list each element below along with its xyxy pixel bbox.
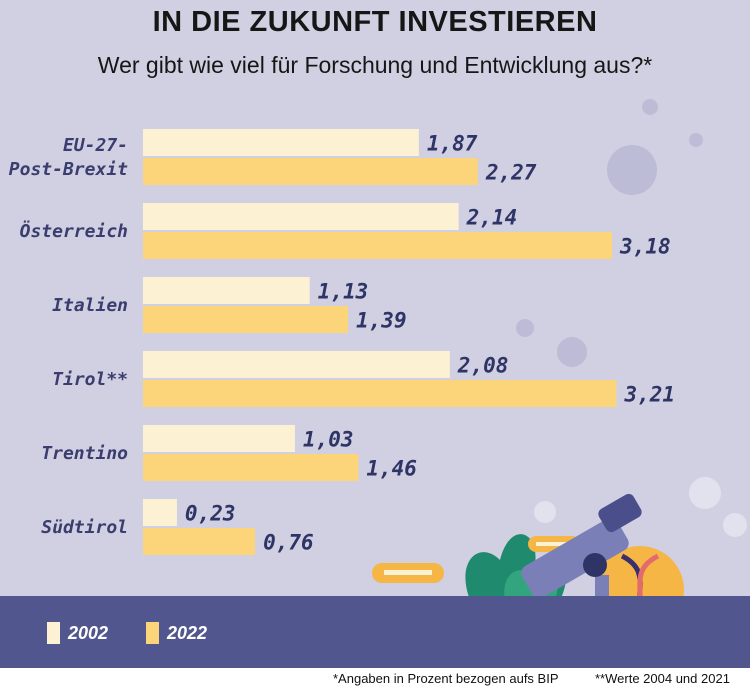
footnote-left: *Angaben in Prozent bezogen aufs BIP [333, 671, 559, 686]
value-label: 0,76 [263, 531, 314, 555]
bubble-decoration [689, 133, 703, 147]
page-title: IN DIE ZUKUNFT INVESTIEREN [152, 6, 598, 38]
bar-2002 [143, 129, 419, 156]
bar-chart: EU-27-Post-Brexit 1,87 2,27 Österreich 2,14 3… [9, 129, 675, 555]
microscope-icon [521, 517, 629, 599]
bar-2022 [143, 232, 613, 259]
bubble-decoration [557, 337, 587, 367]
value-label: 2,27 [485, 161, 537, 185]
microscope-icon [598, 493, 642, 533]
category-label: Südtirol [41, 517, 128, 538]
value-label: 1,13 [318, 280, 369, 304]
legend-item-2002: 2002 [47, 622, 108, 644]
bar-2002 [143, 425, 295, 452]
value-label: 1,46 [366, 457, 417, 481]
bar-2022 [143, 306, 349, 333]
value-label: 2,08 [457, 354, 509, 378]
bar-2022 [143, 158, 478, 185]
bubble-decoration [607, 145, 657, 195]
category-label: Tirol** [52, 369, 128, 390]
value-label: 1,03 [303, 428, 354, 452]
legend-label: 2022 [167, 622, 208, 643]
value-label: 3,18 [619, 235, 671, 259]
legend-swatch-2002 [47, 622, 60, 644]
infographic-panel: IN DIE ZUKUNFT INVESTIEREN Wer gibt wie … [0, 0, 750, 668]
bubble-decoration [534, 501, 556, 523]
bubble-decoration [516, 319, 534, 337]
bar-2002 [143, 351, 450, 378]
bar-2022 [143, 454, 359, 481]
bar-2002 [143, 203, 459, 230]
category-label: Italien [52, 295, 128, 316]
legend-label: 2002 [68, 622, 109, 643]
legend-item-2022: 2022 [146, 622, 207, 644]
value-label: 1,39 [356, 309, 407, 333]
bubble-decoration [642, 99, 658, 115]
category-label: Österreich [20, 220, 128, 242]
bubble-decoration [723, 513, 747, 537]
value-label: 2,14 [466, 206, 518, 230]
page-subtitle: Wer gibt wie viel für Forschung und Entw… [97, 52, 653, 78]
label-chip-decoration [536, 542, 572, 546]
bar-2002 [143, 277, 310, 304]
category-label: EU-27-Post-Brexit [9, 135, 128, 180]
value-label: 1,87 [427, 132, 478, 156]
value-label: 3,21 [623, 383, 675, 407]
bubble-decoration [689, 477, 721, 509]
legend-band [0, 596, 750, 668]
value-label: 0,23 [185, 502, 236, 526]
microscope-icon [583, 553, 607, 577]
category-label: Trentino [41, 443, 128, 464]
footnote-right: **Werte 2004 und 2021 [595, 671, 730, 686]
bar-2022 [143, 528, 256, 555]
bar-2002 [143, 499, 177, 526]
label-chip-decoration [384, 570, 432, 575]
bar-2022 [143, 380, 617, 407]
legend-swatch-2022 [146, 622, 159, 644]
